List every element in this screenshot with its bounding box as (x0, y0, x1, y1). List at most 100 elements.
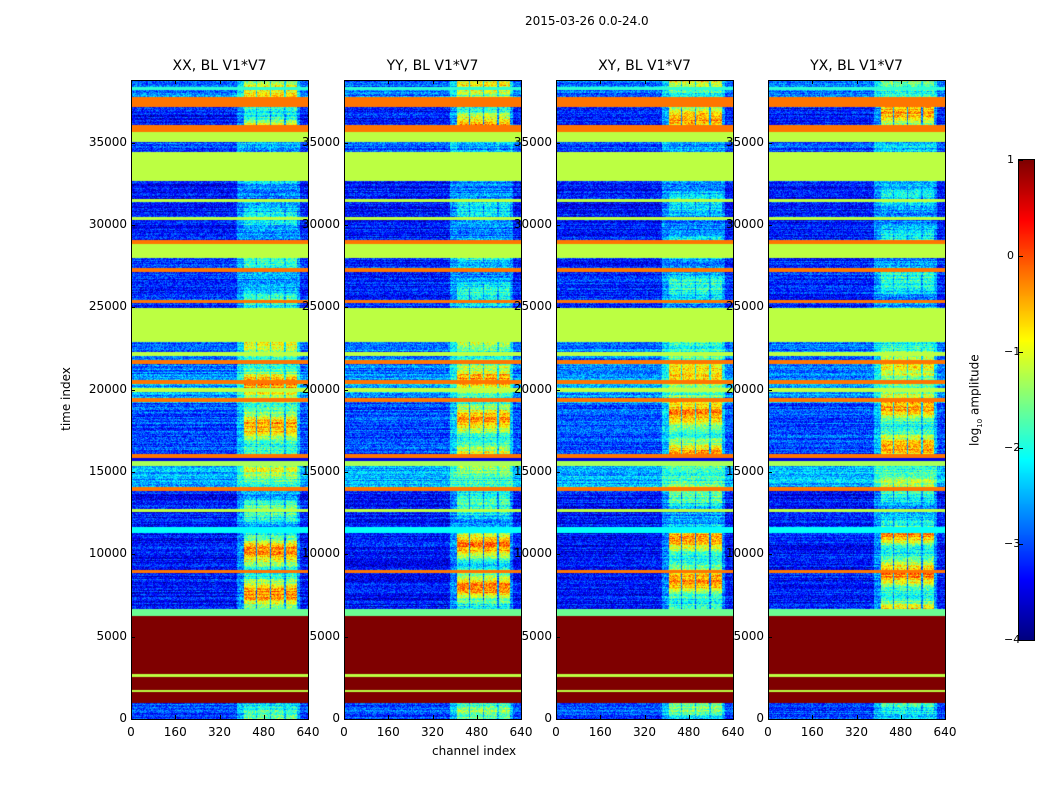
colorbar-label-sub: 10 (976, 418, 985, 428)
y-tick-mark (556, 471, 560, 473)
x-tick-label: 480 (677, 725, 701, 739)
x-tick-mark (432, 80, 434, 84)
y-tick-mark (768, 224, 772, 226)
x-tick-label: 320 (845, 725, 868, 739)
y-tick-mark (344, 554, 348, 556)
x-tick-label: 0 (764, 725, 772, 739)
x-tick-label: 640 (933, 725, 957, 739)
y-tick-mark (556, 389, 560, 391)
x-tick-label: 640 (509, 725, 533, 739)
y-tick-label: 25000 (513, 299, 552, 314)
heatmap-panel (768, 80, 945, 719)
x-tick-mark (388, 80, 390, 84)
y-tick-label: 15000 (301, 463, 340, 478)
y-tick-label: 35000 (88, 134, 127, 149)
x-tick-mark (263, 80, 265, 84)
x-tick-mark (812, 715, 814, 719)
x-tick-mark (175, 80, 177, 84)
y-tick-mark (131, 142, 135, 144)
y-tick-label: 5000 (96, 628, 127, 643)
x-tick-label: 320 (421, 725, 444, 739)
colorbar-label-prefix: log (967, 427, 982, 447)
y-tick-label: 20000 (725, 381, 764, 396)
x-tick-label: 0 (552, 725, 560, 739)
y-tick-label: 10000 (725, 546, 764, 561)
colorbar-tick-mark (1019, 640, 1023, 641)
y-tick-mark (768, 389, 772, 391)
y-tick-label: 25000 (88, 299, 127, 314)
y-tick-mark (344, 636, 348, 638)
y-tick-mark (768, 142, 772, 144)
y-tick-label: 20000 (513, 381, 552, 396)
x-tick-label: 320 (633, 725, 656, 739)
y-tick-label: 35000 (301, 134, 340, 149)
y-tick-label: 0 (332, 711, 340, 725)
y-tick-mark (556, 307, 560, 309)
x-tick-mark (476, 715, 478, 719)
x-tick-mark (219, 715, 221, 719)
y-tick-label: 25000 (725, 299, 764, 314)
x-tick-mark (388, 715, 390, 719)
x-tick-label: 480 (465, 725, 489, 739)
y-tick-mark (556, 719, 560, 720)
colorbar-tick-label: −3 (1004, 537, 1021, 550)
y-tick-label: 0 (544, 711, 552, 725)
y-tick-mark (768, 307, 772, 309)
y-tick-label: 0 (756, 711, 764, 725)
x-tick-label: 480 (889, 725, 913, 739)
x-tick-label: 480 (252, 725, 276, 739)
x-tick-label: 160 (376, 725, 400, 739)
y-tick-label: 10000 (513, 546, 552, 561)
y-tick-label: 30000 (513, 216, 552, 231)
colorbar-tick-label: 0 (1007, 249, 1014, 262)
y-tick-mark (344, 224, 348, 226)
x-tick-label: 160 (800, 725, 824, 739)
x-tick-mark (308, 715, 309, 719)
y-tick-mark (768, 636, 772, 638)
y-tick-label: 15000 (725, 463, 764, 478)
y-tick-mark (344, 389, 348, 391)
x-tick-mark (308, 80, 309, 84)
x-tick-mark (131, 715, 132, 719)
y-tick-label: 30000 (88, 216, 127, 231)
x-tick-label: 160 (163, 725, 187, 739)
x-tick-mark (556, 80, 557, 84)
heatmap-panel (344, 80, 521, 719)
y-tick-label: 5000 (733, 628, 764, 643)
y-tick-mark (768, 471, 772, 473)
colorbar-tick-label: −4 (1004, 633, 1021, 646)
y-tick-mark (768, 719, 772, 720)
y-tick-mark (131, 307, 135, 309)
x-tick-mark (219, 80, 221, 84)
figure-suptitle: 2015-03-26 0.0-24.0 (525, 14, 649, 28)
y-tick-label: 0 (119, 711, 127, 725)
y-tick-label: 5000 (309, 628, 340, 643)
y-tick-mark (131, 224, 135, 226)
colorbar-label-suffix: amplitude (967, 354, 982, 419)
x-tick-mark (733, 80, 734, 84)
y-tick-mark (556, 554, 560, 556)
y-tick-label: 15000 (88, 463, 127, 478)
y-tick-mark (344, 719, 348, 720)
x-tick-mark (600, 715, 602, 719)
y-tick-mark (556, 142, 560, 144)
panel-title: YX, BL V1*V7 (810, 58, 903, 74)
y-tick-mark (131, 719, 135, 720)
y-axis-label: time index (58, 367, 73, 431)
x-tick-mark (175, 715, 177, 719)
colorbar-tick-label: 1 (1007, 153, 1014, 166)
x-tick-mark (263, 715, 265, 719)
colorbar-tick-mark (1019, 352, 1023, 353)
x-tick-label: 0 (340, 725, 348, 739)
x-tick-mark (556, 715, 557, 719)
x-tick-mark (600, 80, 602, 84)
panel-title: XY, BL V1*V7 (598, 58, 691, 74)
x-tick-mark (521, 80, 522, 84)
x-tick-mark (768, 80, 769, 84)
panel-title: XX, BL V1*V7 (172, 58, 267, 74)
x-tick-label: 640 (721, 725, 745, 739)
x-tick-label: 640 (296, 725, 320, 739)
x-tick-mark (900, 715, 902, 719)
y-tick-mark (344, 142, 348, 144)
